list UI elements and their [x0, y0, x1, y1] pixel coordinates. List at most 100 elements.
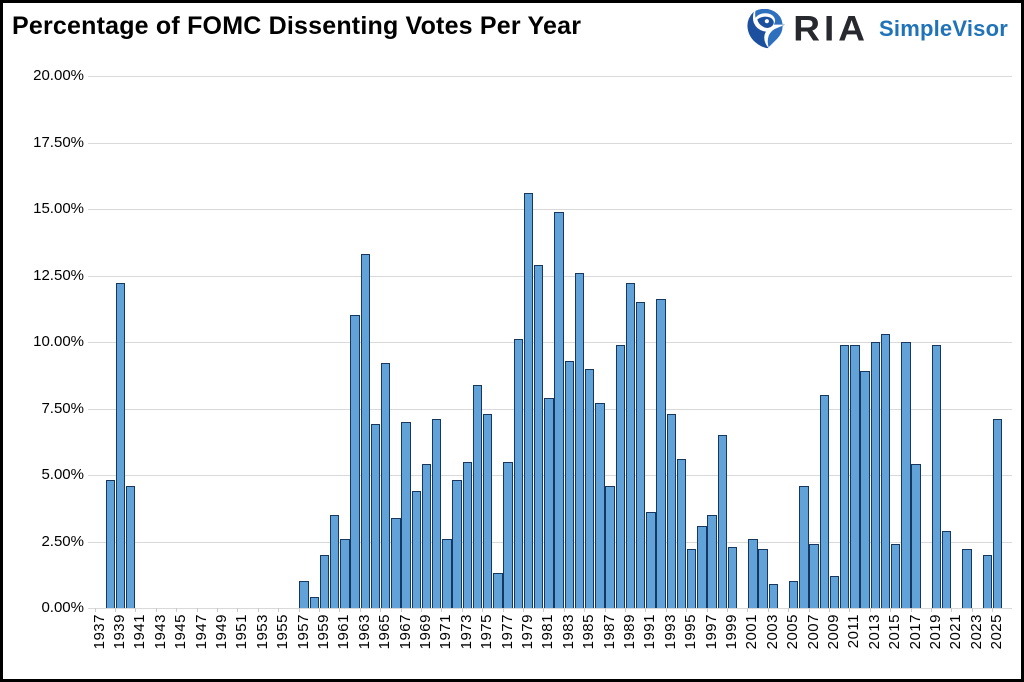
ria-simplevisor-logo: RIA SimpleVisor [745, 8, 1008, 50]
x-axis-tick [196, 608, 198, 612]
y-axis-label: 20.00% [33, 67, 84, 84]
bar-1971 [442, 538, 452, 608]
bar-2013 [870, 342, 880, 608]
bar-1979 [523, 193, 534, 608]
chart-title: Percentage of FOMC Dissenting Votes Per … [12, 12, 582, 40]
x-axis-tick [135, 608, 137, 612]
x-axis-label: 1989 [621, 614, 638, 650]
x-axis-label: 2017 [906, 614, 924, 650]
bar-1998 [717, 435, 727, 608]
logo-simplevisor-text: SimpleVisor [879, 16, 1008, 41]
gridline-0 [94, 608, 1012, 609]
x-axis-tick [849, 608, 851, 612]
x-axis-tick [992, 608, 994, 612]
logo-ria-text: RIA [793, 8, 870, 49]
bar-2010 [840, 344, 850, 608]
x-axis-label: 1965 [376, 614, 394, 650]
x-axis-tick [359, 608, 361, 612]
bar-1981 [544, 397, 554, 608]
x-axis-tick [543, 608, 545, 612]
bar-1990 [636, 302, 646, 608]
x-axis-tick [115, 608, 116, 612]
x-axis-label: 2011 [845, 614, 863, 649]
y-axis-tick [88, 608, 94, 609]
bar-1968 [411, 490, 421, 608]
x-axis-tick [604, 608, 606, 612]
x-axis-tick [319, 608, 320, 612]
x-axis-tick [339, 608, 341, 612]
x-axis-label: 1943 [151, 614, 169, 650]
bar-1978 [513, 339, 523, 608]
bar-2006 [799, 485, 809, 608]
bar-1980 [534, 264, 544, 608]
y-axis-label: 5.00% [41, 466, 84, 483]
y-axis-tick [88, 209, 94, 210]
bar-1960 [330, 514, 340, 608]
x-axis-tick [421, 608, 422, 612]
x-axis-tick [808, 608, 810, 612]
x-axis-tick [727, 608, 728, 612]
bar-2017 [911, 464, 921, 608]
x-axis-tick [665, 608, 667, 612]
x-axis-label: 1985 [580, 614, 598, 650]
bar-1988 [615, 344, 625, 608]
x-axis-label: 1977 [498, 614, 516, 650]
bar-1982 [554, 211, 564, 608]
x-axis-tick [971, 608, 973, 612]
bar-2012 [860, 371, 870, 608]
gridline-20 [94, 76, 1012, 77]
x-axis-label: 1981 [539, 614, 557, 650]
bar-1973 [462, 461, 472, 608]
bar-1992 [656, 299, 666, 608]
bar-2020 [942, 530, 952, 608]
x-axis-label: 2003 [763, 614, 781, 650]
bar-2022 [962, 549, 972, 608]
x-axis-label: 1937 [90, 614, 108, 650]
y-axis-label: 15.00% [33, 200, 84, 217]
bar-1969 [421, 464, 432, 608]
x-axis-tick [298, 608, 300, 612]
ria-eagle-icon [747, 9, 786, 49]
y-axis-label: 10.00% [33, 333, 84, 350]
x-axis-tick [257, 608, 259, 612]
y-axis-tick [88, 475, 94, 476]
x-axis-label: 1949 [213, 614, 230, 650]
x-axis-label: 1991 [641, 614, 659, 650]
x-axis-tick [278, 608, 280, 612]
bar-1938 [105, 480, 115, 608]
bar-1991 [646, 512, 656, 608]
bar-1967 [401, 421, 411, 608]
gridline-12.5 [94, 275, 1012, 277]
x-axis-tick [890, 608, 892, 612]
bar-2003 [768, 584, 778, 608]
x-axis-tick [217, 608, 218, 612]
bar-1939 [115, 283, 126, 608]
bar-2009 [829, 576, 840, 608]
y-axis-tick [88, 541, 94, 543]
y-axis-tick [88, 76, 94, 77]
bar-1959 [319, 554, 330, 608]
x-axis-label: 1967 [396, 614, 414, 650]
x-axis-tick [788, 608, 790, 612]
x-axis-label: 1999 [723, 614, 740, 650]
x-axis-label: 2023 [967, 614, 985, 650]
x-axis-label: 1973 [457, 614, 475, 650]
x-axis-tick [563, 608, 565, 612]
x-axis-tick [931, 608, 932, 612]
bar-1965 [381, 363, 391, 608]
bar-1986 [595, 403, 605, 608]
y-axis-tick [88, 142, 94, 144]
bar-2025 [993, 419, 1003, 608]
bar-1985 [585, 368, 595, 608]
bar-1963 [360, 254, 370, 608]
x-axis-label: 1963 [355, 614, 373, 650]
bar-1966 [391, 517, 401, 608]
x-axis-tick [645, 608, 647, 612]
y-axis-label: 17.50% [33, 133, 84, 151]
bar-1972 [452, 480, 462, 608]
x-axis-label: 1961 [335, 614, 353, 650]
x-axis-label: 1939 [111, 614, 128, 650]
x-axis-tick [502, 608, 504, 612]
